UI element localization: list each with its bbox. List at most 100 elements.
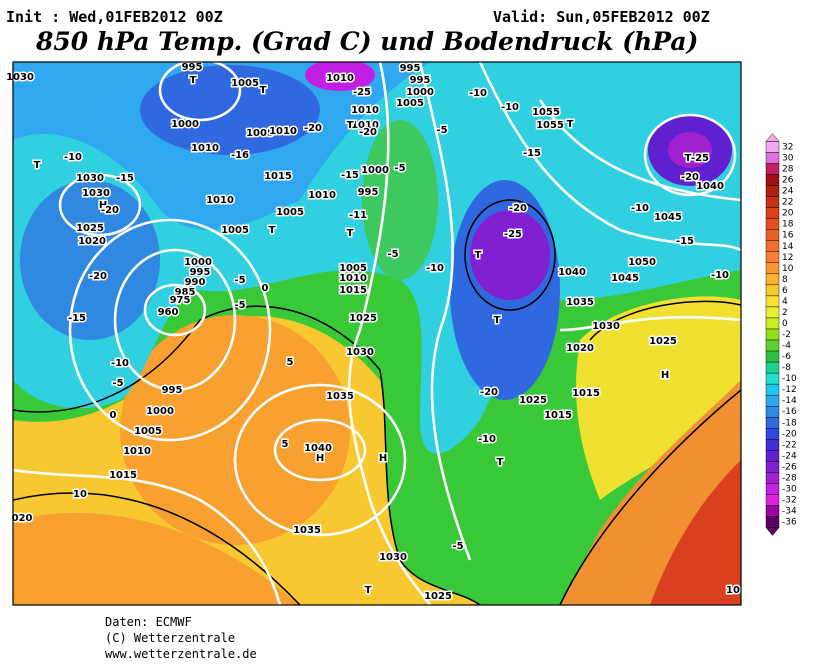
map-label: 1015: [109, 470, 137, 481]
map-label: 1020: [78, 236, 106, 247]
map-label: 1025: [76, 223, 104, 234]
map-label: -25: [353, 87, 371, 98]
map-label: -20: [480, 387, 498, 398]
map-label: 1040: [304, 443, 332, 454]
map-label: 1005: [231, 78, 259, 89]
map-label: -11: [349, 210, 367, 221]
colorbar-cell: [765, 185, 780, 197]
colorbar-label: 18: [782, 220, 794, 230]
isotherm: [589, 300, 741, 341]
isobar: [58, 173, 142, 237]
map-label: 1030: [379, 552, 407, 563]
colorbar-label: -12: [782, 385, 797, 395]
map-label: 1005: [246, 128, 274, 139]
map-label: -15: [68, 313, 86, 324]
colorbar-label: 12: [782, 253, 793, 263]
map-label: H: [661, 370, 669, 381]
map-label: 1005: [339, 263, 367, 274]
map-label: -10: [111, 358, 129, 369]
map-label: 1025: [649, 336, 677, 347]
map-label: T: [347, 228, 354, 239]
map-label: 0: [262, 283, 269, 294]
map-label: T: [190, 75, 197, 86]
colorbar-arrow: [765, 527, 780, 536]
map-label: -15: [341, 170, 359, 181]
map-label: -15: [523, 148, 541, 159]
map-label: -25: [691, 153, 709, 164]
warm-area: [13, 512, 300, 605]
map-label: 995: [358, 187, 379, 198]
map-label: 1025: [349, 313, 377, 324]
map-label: T: [497, 457, 504, 468]
isobar: [158, 62, 242, 122]
map-label: 1045: [654, 212, 682, 223]
map-label: -10: [478, 434, 496, 445]
map-label: -15: [676, 236, 694, 247]
map-label: H: [379, 453, 387, 464]
isotherm: [464, 199, 556, 311]
map-label: 1030: [6, 72, 34, 83]
map-label: -15: [116, 173, 134, 184]
colorbar-label: -16: [782, 407, 797, 417]
footer-line: Daten: ECMWF: [105, 615, 192, 629]
colorbar-label: 28: [782, 165, 794, 175]
isotherm: [13, 492, 301, 605]
map-label: 1000: [361, 165, 389, 176]
map-label: -20: [681, 172, 699, 183]
colorbar-label: 20: [782, 209, 794, 219]
map-label: -20: [101, 205, 119, 216]
colorbar-label: -8: [782, 363, 791, 373]
map-label: 1040: [558, 267, 586, 278]
warm-area: [576, 296, 741, 500]
map-label: 1030: [82, 188, 110, 199]
map-label: 985: [175, 287, 196, 298]
map-label: 1010: [269, 126, 297, 137]
isobar: [478, 62, 741, 252]
colorbar-cell: [765, 339, 780, 352]
map-label: 1005: [276, 207, 304, 218]
colorbar-label: -4: [782, 341, 791, 351]
map-label: -5: [112, 378, 123, 389]
map-label: 1035: [326, 391, 354, 402]
footer-line: www.wetterzentrale.de: [105, 647, 257, 661]
map-label: 1025: [424, 591, 452, 602]
map-label: 10: [726, 585, 740, 596]
map-label: H: [316, 453, 324, 464]
colorbar-cell: [765, 306, 780, 319]
colorbar-label: 22: [782, 198, 793, 208]
colorbar-cell: [765, 494, 780, 506]
isobar: [559, 315, 741, 332]
map-label: 1035: [293, 525, 321, 536]
map-label: 1000: [146, 406, 174, 417]
map-label: -20: [509, 203, 527, 214]
map-label: 1030: [76, 173, 104, 184]
map-label: T: [685, 153, 692, 164]
map-label: T: [567, 119, 574, 130]
colorbar-cell: [765, 372, 780, 385]
map-label: T: [475, 250, 482, 261]
map-label: 1010: [339, 273, 367, 284]
colorbar-cell: [765, 240, 780, 252]
isobar: [68, 218, 272, 442]
colorbar-label: 32: [782, 143, 793, 153]
map-frame: [12, 61, 742, 606]
cold-core: [668, 132, 712, 168]
colorbar-cell: [765, 273, 780, 286]
colorbar-cell: [765, 317, 780, 330]
colorbar-cell: [765, 163, 780, 175]
cold-area: [20, 180, 160, 340]
map-label: 995: [162, 385, 183, 396]
map-label: -20: [359, 127, 377, 138]
colorbar-label: -24: [782, 451, 797, 461]
map-label: 1015: [339, 285, 367, 296]
map-label: 1055: [536, 120, 564, 131]
map-label: 1010: [351, 120, 379, 131]
map-label: 1040: [696, 181, 724, 192]
colorbar-cell: [765, 472, 780, 484]
colorbar-cell: [765, 361, 780, 374]
colorbar-cell: [765, 196, 780, 208]
map-label: 995: [190, 267, 211, 278]
map-label: -20: [304, 123, 322, 134]
map-label: 1010: [206, 195, 234, 206]
